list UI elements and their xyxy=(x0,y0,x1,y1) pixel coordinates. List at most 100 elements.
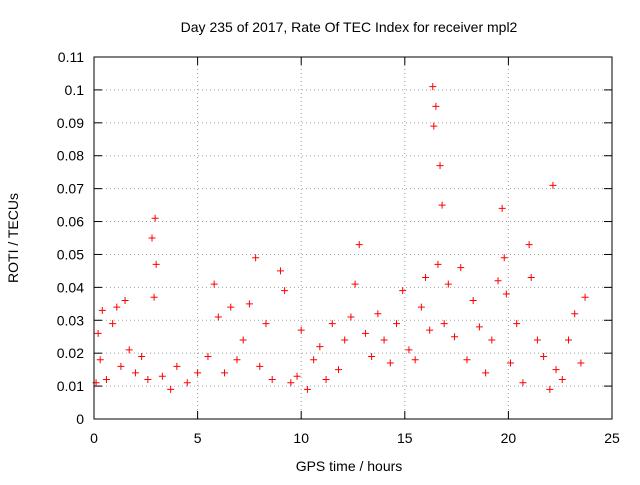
data-point xyxy=(144,376,152,384)
data-point xyxy=(173,362,181,370)
data-point xyxy=(227,303,235,311)
data-point xyxy=(252,254,260,262)
x-axis-label: GPS time / hours xyxy=(296,458,403,474)
axis-ticks: 0 0.01 0.02 0.03 0.04 0.05 0.06 0.07 0.08 0.09 0.1… xyxy=(57,49,620,446)
data-point xyxy=(482,369,490,377)
data-point xyxy=(281,287,289,295)
data-point xyxy=(488,336,496,344)
data-point xyxy=(117,362,125,370)
data-point xyxy=(463,356,471,364)
data-point xyxy=(411,356,419,364)
y-tick-label: 0.08 xyxy=(57,148,84,164)
data-point xyxy=(502,290,510,298)
data-point xyxy=(183,379,191,387)
data-point xyxy=(457,264,465,272)
data-point xyxy=(276,267,284,275)
data-point xyxy=(525,241,533,249)
data-point xyxy=(426,326,434,334)
x-tick-label: 0 xyxy=(90,430,98,446)
data-point xyxy=(194,369,202,377)
data-point xyxy=(361,329,369,337)
data-point xyxy=(152,260,160,268)
data-point xyxy=(469,297,477,305)
data-point xyxy=(577,359,585,367)
data-point xyxy=(519,379,527,387)
data-point xyxy=(293,372,301,380)
data-point xyxy=(475,323,483,331)
data-point xyxy=(368,352,376,360)
data-point xyxy=(546,385,554,393)
data-point xyxy=(494,277,502,285)
data-point xyxy=(98,306,106,314)
data-point xyxy=(214,313,222,321)
data-point xyxy=(347,313,355,321)
data-point xyxy=(287,379,295,387)
data-point xyxy=(297,326,305,334)
data-point xyxy=(533,336,541,344)
data-point xyxy=(422,273,430,281)
x-tick-label: 10 xyxy=(293,430,309,446)
data-point xyxy=(221,369,229,377)
y-tick-label: 0.01 xyxy=(57,378,84,394)
y-tick-label: 0.03 xyxy=(57,312,84,328)
y-tick-label: 0 xyxy=(76,411,84,427)
y-tick-label: 0.07 xyxy=(57,181,84,197)
x-tick-label: 20 xyxy=(501,430,517,446)
data-point xyxy=(341,336,349,344)
y-tick-label: 0.11 xyxy=(58,49,84,65)
data-point xyxy=(131,369,139,377)
data-point xyxy=(540,352,548,360)
data-point xyxy=(380,336,388,344)
data-point xyxy=(96,356,104,364)
y-tick-label: 0.04 xyxy=(57,279,84,295)
data-point xyxy=(158,372,166,380)
data-point xyxy=(500,254,508,262)
data-point xyxy=(513,320,521,328)
data-point xyxy=(417,303,425,311)
data-points xyxy=(92,83,589,393)
plot-frame xyxy=(93,56,613,420)
data-point xyxy=(393,320,401,328)
data-point xyxy=(256,362,264,370)
data-point xyxy=(564,336,572,344)
data-point xyxy=(303,385,311,393)
data-point xyxy=(436,162,444,170)
data-point xyxy=(121,297,129,305)
data-point xyxy=(432,102,440,110)
data-point xyxy=(322,376,330,384)
data-point xyxy=(125,346,133,354)
data-point xyxy=(151,214,159,222)
data-point xyxy=(233,356,241,364)
data-point xyxy=(167,385,175,393)
data-point xyxy=(268,376,276,384)
data-point xyxy=(405,346,413,354)
data-point xyxy=(374,310,382,318)
data-point xyxy=(399,287,407,295)
data-point xyxy=(552,366,560,374)
data-point xyxy=(429,83,437,91)
data-point xyxy=(549,181,557,189)
data-point xyxy=(386,359,394,367)
y-tick-label: 0.06 xyxy=(57,214,84,230)
data-point xyxy=(150,293,158,301)
y-axis-label: ROTI / TECUs xyxy=(5,193,21,283)
data-point xyxy=(94,329,102,337)
data-point xyxy=(527,273,535,281)
data-point xyxy=(316,343,324,351)
data-point xyxy=(498,204,506,212)
data-point xyxy=(262,320,270,328)
y-tick-label: 0.02 xyxy=(57,345,84,361)
data-point xyxy=(581,293,589,301)
data-point xyxy=(239,336,247,344)
y-tick-label: 0.09 xyxy=(57,115,84,131)
chart-title: Day 235 of 2017, Rate Of TEC Index for r… xyxy=(181,19,518,35)
x-tick-label: 5 xyxy=(194,430,202,446)
y-tick-label: 0.05 xyxy=(57,246,84,262)
data-point xyxy=(440,320,448,328)
data-point xyxy=(430,122,438,130)
data-point xyxy=(438,201,446,209)
data-point xyxy=(506,359,514,367)
data-point xyxy=(109,320,117,328)
